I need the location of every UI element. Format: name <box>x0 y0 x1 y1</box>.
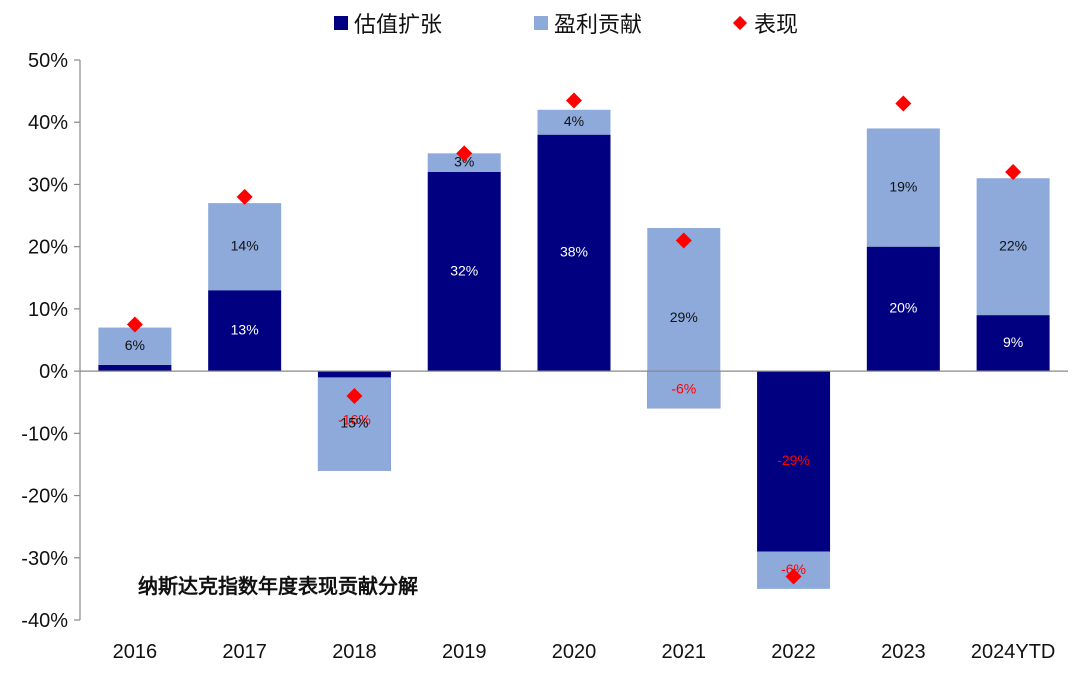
y-tick-label: 10% <box>28 299 68 321</box>
bar-valuation <box>537 134 611 372</box>
data-label-earnings: 15% <box>340 415 368 431</box>
x-tick-label: 2021 <box>662 641 707 663</box>
x-tick-label: 2017 <box>222 641 267 663</box>
y-tick-label: 0% <box>39 361 68 383</box>
x-tick-label: 2022 <box>771 641 816 663</box>
bar-valuation <box>976 315 1050 372</box>
bars <box>80 109 1068 589</box>
data-label-valuation: 9% <box>1003 334 1023 350</box>
performance-marker <box>1005 164 1022 180</box>
y-tick-label: 40% <box>28 112 68 134</box>
data-label-valuation: 20% <box>889 300 917 316</box>
bar-valuation <box>757 371 831 552</box>
bar-labels: 6%13%14%-16%15%32%3%38%4%-6%29%-29%-6%20… <box>125 113 1027 577</box>
data-label-valuation: -6% <box>671 380 696 396</box>
performance-marker <box>785 568 802 585</box>
x-tick-label: 2024YTD <box>971 641 1056 663</box>
y-tick-label: -10% <box>21 423 68 445</box>
y-tick-label: -30% <box>21 548 68 570</box>
legend: 估值扩张 盈利贡献 表现 <box>334 13 798 38</box>
y-tick-label: -40% <box>21 610 68 632</box>
chart-title: 纳斯达克指数年度表现贡献分解 <box>138 574 418 598</box>
data-label-valuation: 32% <box>450 262 478 278</box>
y-tick-label: 20% <box>28 237 68 259</box>
x-tick-label: 2016 <box>113 641 158 663</box>
legend-marker-performance <box>732 15 748 31</box>
y-tick-label: -20% <box>21 486 68 508</box>
data-label-earnings: 19% <box>889 178 917 194</box>
data-label-earnings: 6% <box>125 337 145 353</box>
legend-swatch-earnings <box>534 16 548 30</box>
y-tick-label: 50% <box>28 50 68 72</box>
data-label-earnings: 3% <box>454 153 474 169</box>
data-label-valuation: -16% <box>338 412 371 428</box>
legend-label-performance: 表现 <box>754 13 798 38</box>
legend-swatch-valuation <box>334 16 348 30</box>
x-tick-label: 2020 <box>552 641 597 663</box>
data-label-earnings: 22% <box>999 237 1027 253</box>
data-label-valuation: 38% <box>560 244 588 260</box>
x-tick-label: 2019 <box>442 641 487 663</box>
bar-earnings <box>98 327 172 365</box>
y-tick-label: 30% <box>28 174 68 196</box>
bar-earnings <box>866 128 940 247</box>
bar-earnings <box>208 203 282 291</box>
legend-label-earnings: 盈利贡献 <box>554 13 642 38</box>
bar-valuation <box>866 246 940 372</box>
bar-valuation <box>98 364 172 372</box>
performance-marker <box>126 316 143 333</box>
legend-label-valuation: 估值扩张 <box>354 13 442 38</box>
x-tick-label: 2023 <box>881 641 926 663</box>
data-label-earnings: 4% <box>564 113 584 129</box>
performance-marker <box>236 188 253 205</box>
bar-valuation <box>208 290 282 372</box>
data-label-earnings: 14% <box>231 237 259 253</box>
y-axis: -40% -30% -20% -10% 0% 10% 20% 30% 40% 50% <box>21 50 81 632</box>
performance-marker <box>895 95 912 112</box>
bar-earnings <box>427 153 501 172</box>
bar-earnings <box>976 178 1050 316</box>
performance-marker <box>456 145 473 162</box>
bar-earnings <box>647 228 721 409</box>
data-label-valuation: -29% <box>777 452 810 468</box>
performance-marker <box>346 388 363 404</box>
x-axis: 2016 2017 2018 2019 2020 2021 2022 2023 2024YTD <box>113 641 1056 663</box>
performance-marker <box>566 92 582 109</box>
performance-markers <box>126 92 1022 585</box>
performance-marker <box>675 232 692 249</box>
data-label-earnings: 29% <box>670 309 698 325</box>
bar-valuation <box>427 172 501 372</box>
data-label-valuation: 13% <box>231 321 259 337</box>
bar-earnings <box>537 109 611 135</box>
x-tick-label: 2018 <box>332 641 377 663</box>
